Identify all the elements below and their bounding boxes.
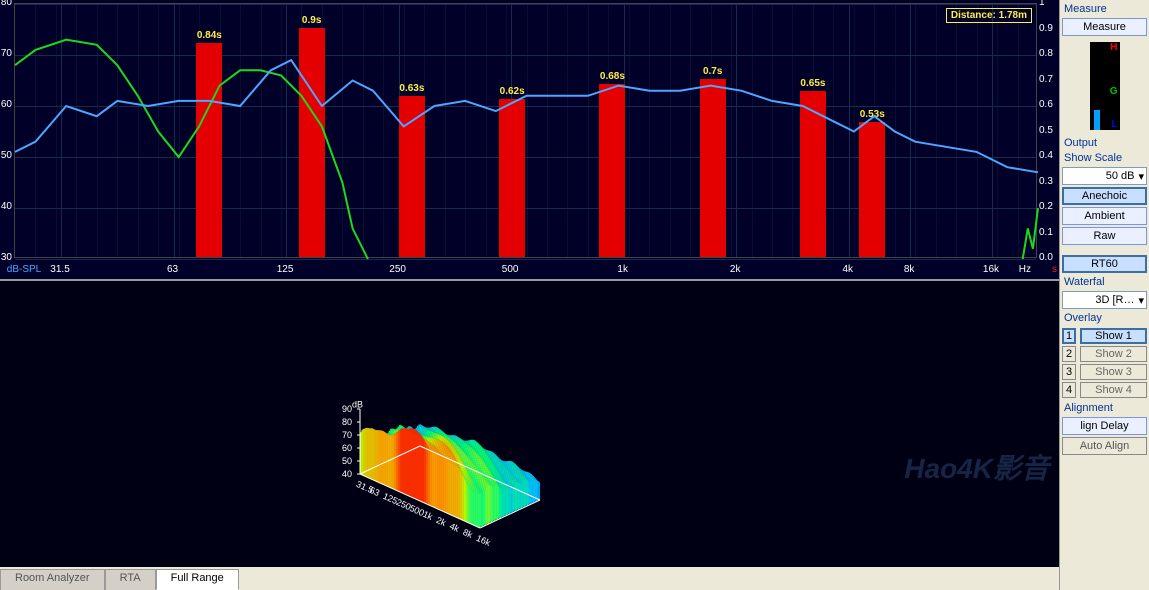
overlay-show-1[interactable]: Show 1 xyxy=(1080,328,1147,344)
x-tick: 125 xyxy=(277,264,294,275)
alignment-label: Alignment xyxy=(1062,401,1147,415)
waterfall-svg: 405060708090dB31.5631252505001k2k4k8k16k xyxy=(170,284,890,564)
y-left-tick: 80 xyxy=(0,0,12,8)
svg-text:16k: 16k xyxy=(474,533,492,548)
tab-full-range[interactable]: Full Range xyxy=(156,569,239,590)
y-right-tick: 1 xyxy=(1039,0,1057,8)
svg-text:2k: 2k xyxy=(434,515,447,528)
rt60-button[interactable]: RT60 xyxy=(1062,255,1147,273)
overlay-row-3: 3Show 3 xyxy=(1062,363,1147,381)
x-tick: 500 xyxy=(502,264,519,275)
measure-section-label: Measure xyxy=(1062,2,1147,16)
spl-rt60-chart: 0.84s0.9s0.63s0.62s0.68s0.7s0.65s0.53sDi… xyxy=(0,0,1059,279)
y-right-unit: s xyxy=(1052,264,1057,275)
y-left-unit: dB-SPL xyxy=(7,264,41,275)
y-right-tick: 0.9 xyxy=(1039,23,1057,34)
y-right-tick: 0.7 xyxy=(1039,74,1057,85)
bottom-tabs: Room Analyzer RTA Full Range xyxy=(0,567,1059,590)
distance-label: Distance: 1.78m xyxy=(946,8,1032,23)
overlay-num-4[interactable]: 4 xyxy=(1062,382,1076,398)
x-unit: Hz xyxy=(1019,264,1031,275)
y-right-tick: 0.3 xyxy=(1039,176,1057,187)
align-delay-button[interactable]: lign Delay xyxy=(1062,417,1147,435)
x-tick: 31.5 xyxy=(50,264,69,275)
svg-text:8k: 8k xyxy=(461,527,474,540)
svg-text:70: 70 xyxy=(342,430,352,440)
scale-select[interactable]: 50 dB xyxy=(1062,167,1147,185)
measure-button[interactable]: Measure xyxy=(1062,18,1147,36)
y-right-tick: 0.0 xyxy=(1039,252,1057,263)
overlay-num-1[interactable]: 1 xyxy=(1062,328,1076,344)
overlay-row-1: 1Show 1 xyxy=(1062,327,1147,345)
tab-room-analyzer[interactable]: Room Analyzer xyxy=(0,569,105,590)
waterfall-select[interactable]: 3D [R… xyxy=(1062,291,1147,309)
overlay-row-2: 2Show 2 xyxy=(1062,345,1147,363)
show-scale-label: Show Scale xyxy=(1062,152,1147,165)
overlay-show-4[interactable]: Show 4 xyxy=(1080,382,1147,398)
svg-text:80: 80 xyxy=(342,417,352,427)
y-right-tick: 0.4 xyxy=(1039,150,1057,161)
overlay-num-3[interactable]: 3 xyxy=(1062,364,1076,380)
tab-rta[interactable]: RTA xyxy=(105,569,156,590)
overlay-row-4: 4Show 4 xyxy=(1062,381,1147,399)
svg-text:40: 40 xyxy=(342,469,352,479)
y-right-tick: 0.1 xyxy=(1039,227,1057,238)
auto-align-button[interactable]: Auto Align xyxy=(1062,437,1147,455)
y-left-tick: 40 xyxy=(0,201,12,212)
waterfall-label: Waterfal xyxy=(1062,275,1147,289)
output-label: Output xyxy=(1062,136,1147,150)
control-sidebar: Measure Measure H G L Output Show Scale … xyxy=(1059,0,1149,590)
y-left-tick: 30 xyxy=(0,252,12,263)
svg-text:90: 90 xyxy=(342,404,352,414)
anechoic-button[interactable]: Anechoic xyxy=(1062,187,1147,205)
x-tick: 4k xyxy=(842,264,853,275)
ambient-button[interactable]: Ambient xyxy=(1062,207,1147,225)
x-tick: 8k xyxy=(904,264,915,275)
y-right-tick: 0.5 xyxy=(1039,125,1057,136)
svg-text:4k: 4k xyxy=(448,521,461,534)
y-right-tick: 0.6 xyxy=(1039,99,1057,110)
x-tick: 16k xyxy=(983,264,999,275)
y-left-tick: 50 xyxy=(0,150,12,161)
x-tick: 2k xyxy=(730,264,741,275)
waterfall-3d-chart: 405060708090dB31.5631252505001k2k4k8k16k… xyxy=(0,279,1059,567)
svg-text:dB: dB xyxy=(352,400,363,410)
overlay-num-2[interactable]: 2 xyxy=(1062,346,1076,362)
y-left-tick: 60 xyxy=(0,99,12,110)
overlay-show-3[interactable]: Show 3 xyxy=(1080,364,1147,380)
x-tick: 1k xyxy=(617,264,628,275)
y-right-tick: 0.2 xyxy=(1039,201,1057,212)
overlay-label: Overlay xyxy=(1062,311,1147,325)
x-tick: 250 xyxy=(389,264,406,275)
level-gauge: H G L xyxy=(1062,38,1147,134)
watermark: Hao4K影音 xyxy=(904,447,1049,487)
y-left-tick: 70 xyxy=(0,48,12,59)
overlay-show-2[interactable]: Show 2 xyxy=(1080,346,1147,362)
svg-text:50: 50 xyxy=(342,456,352,466)
raw-button[interactable]: Raw xyxy=(1062,227,1147,245)
x-tick: 63 xyxy=(167,264,178,275)
y-right-tick: 0.8 xyxy=(1039,48,1057,59)
svg-text:60: 60 xyxy=(342,443,352,453)
